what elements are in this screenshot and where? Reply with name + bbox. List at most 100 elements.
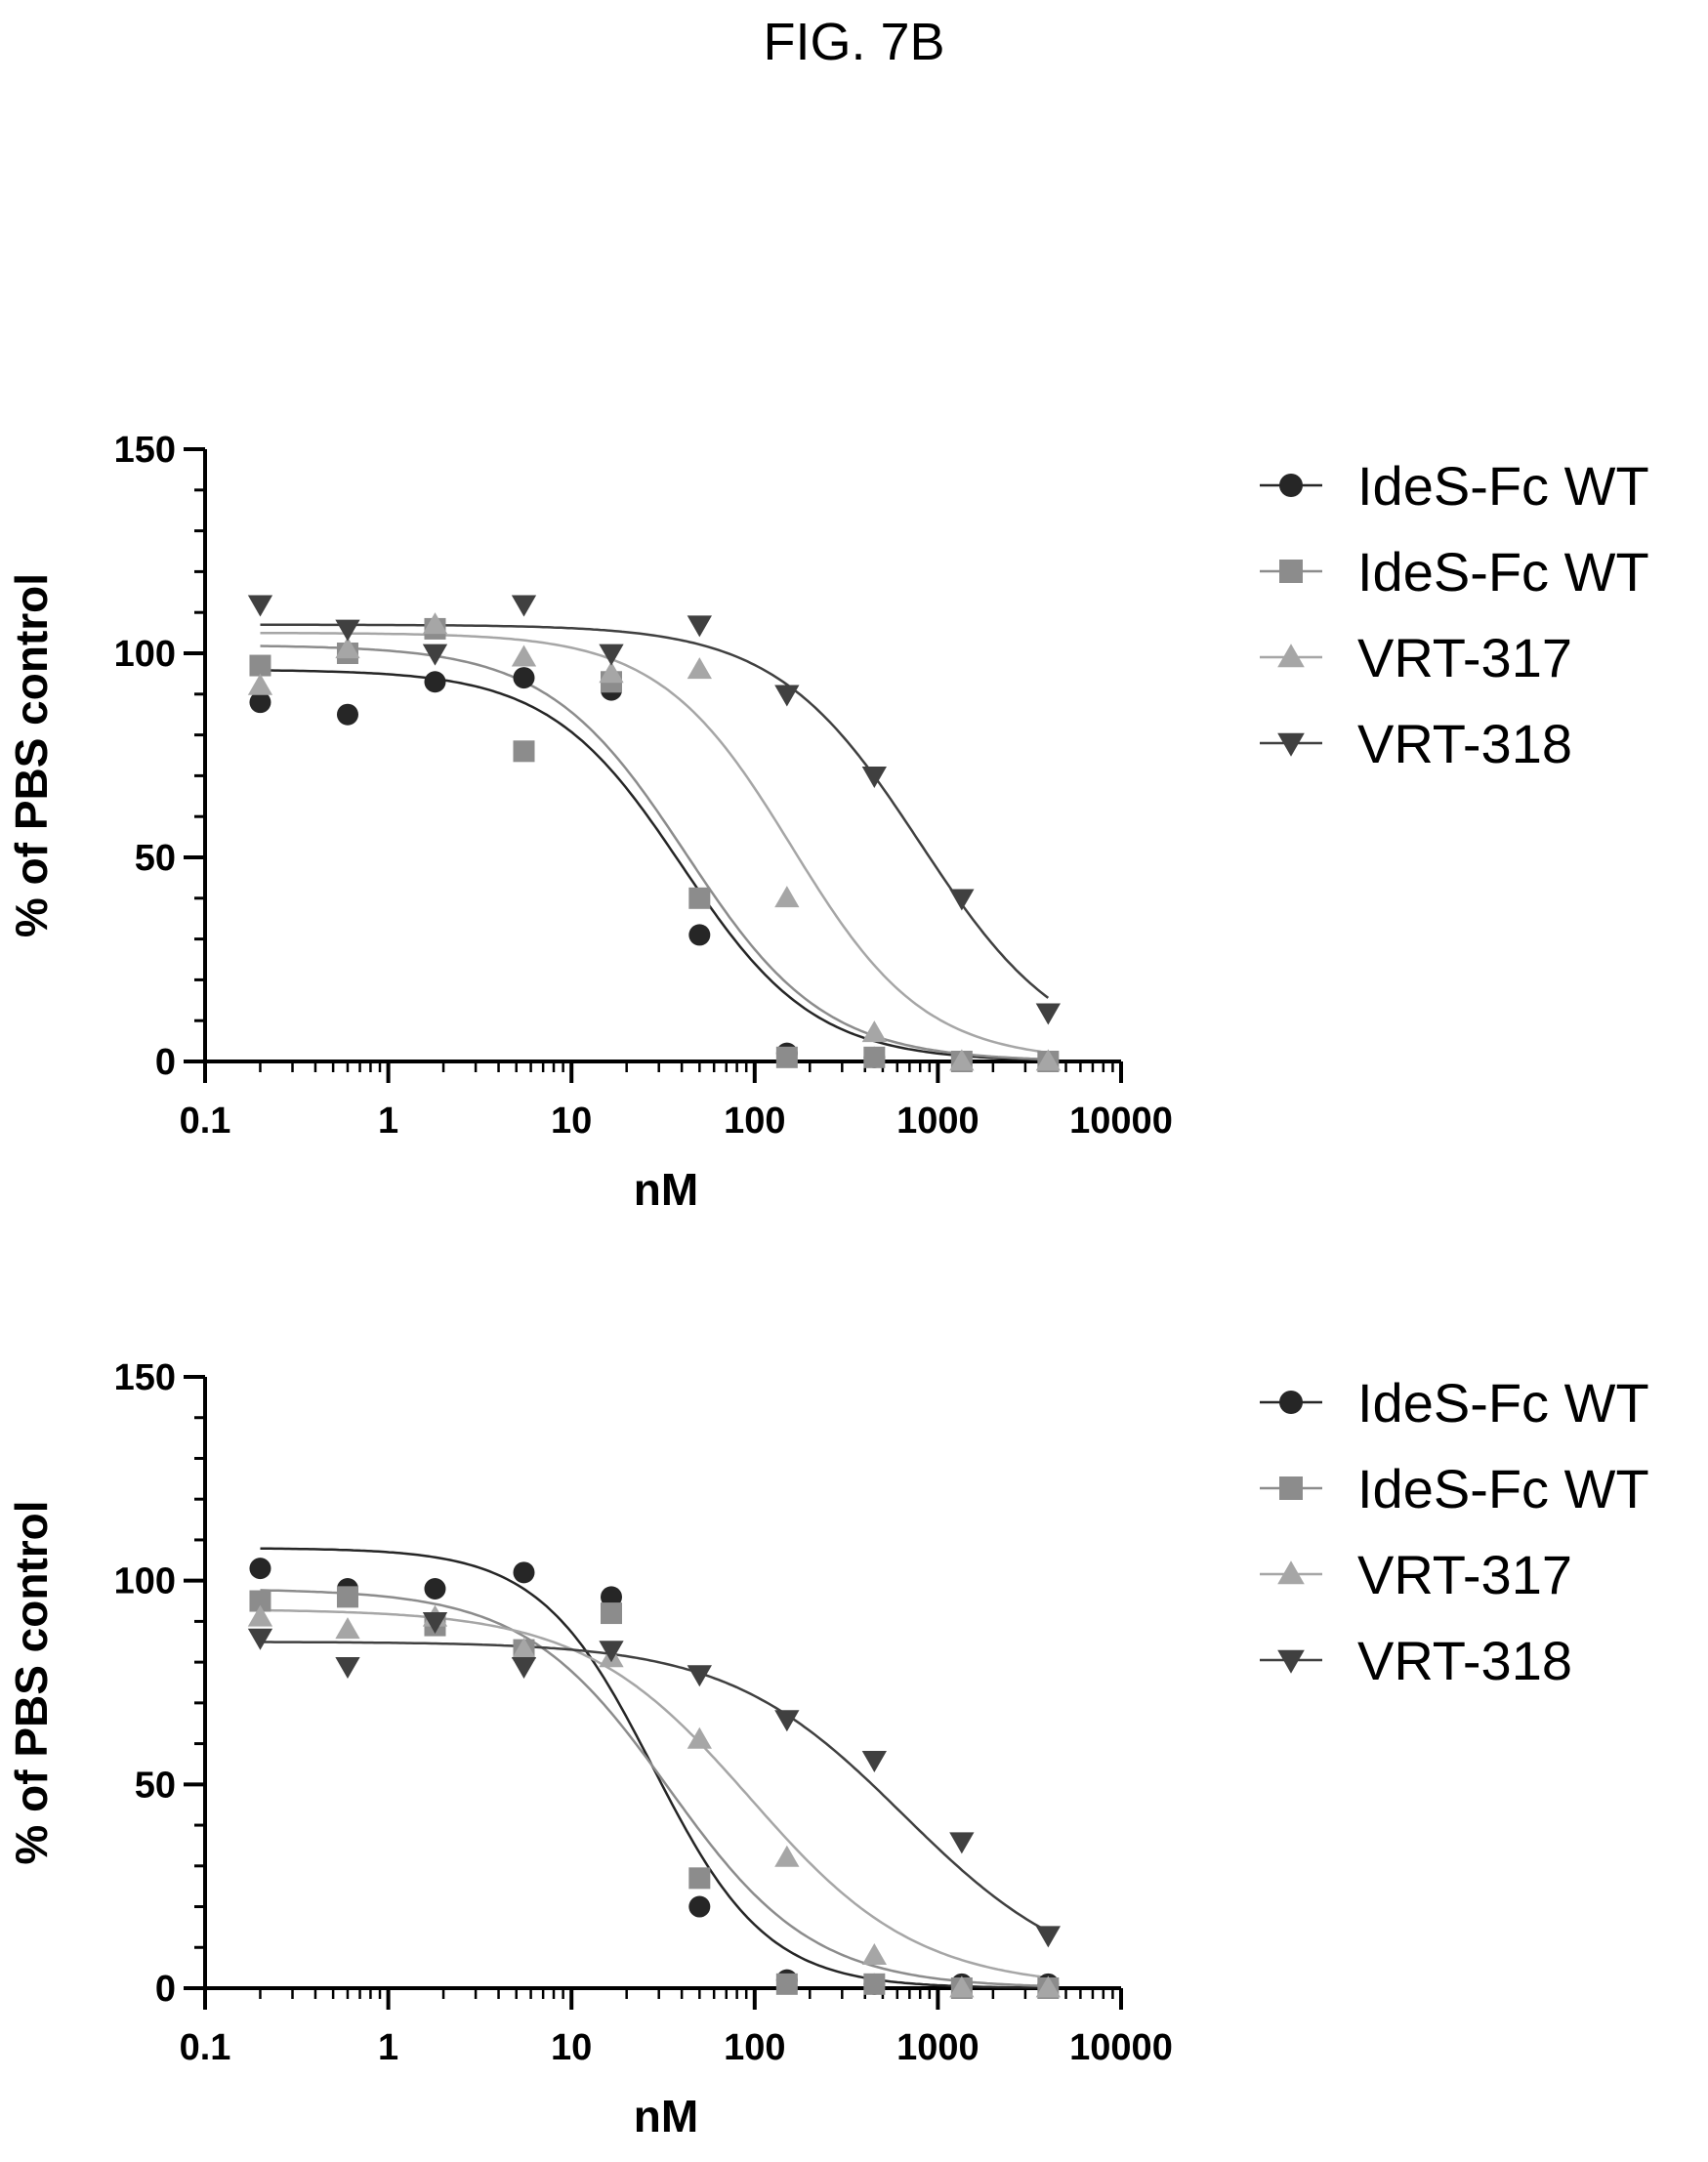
data-point [513,740,535,763]
data-point [861,1020,887,1043]
data-point [687,615,712,638]
data-point [247,673,273,695]
y-tick-label: 0 [155,1042,176,1083]
data-point [688,887,711,909]
x-tick-label: 10 [551,1101,592,1142]
data-point [687,1726,712,1749]
data-point [249,654,271,677]
data-point [861,767,887,789]
fit-curve-series-3 [260,1608,1049,1979]
x-axis-label: nM [634,1164,698,1215]
data-point [422,612,448,635]
fit-curve-series-3 [260,631,1049,1055]
data-point [249,691,271,714]
data-point [601,1602,622,1625]
data-point [949,1832,975,1854]
legend-item: IdeS-Fc WT [1260,541,1649,603]
data-point [1035,1975,1061,1998]
fit-curve-series-2 [260,644,1049,1061]
x-tick-label: 0.1 [180,2027,231,2068]
data-point [774,886,800,908]
legend-label: VRT-318 [1357,713,1572,774]
x-tick-label: 100 [724,2027,785,2068]
data-point [247,1604,273,1627]
data-point [599,644,624,666]
series-2-points [249,617,1060,1072]
data-point [949,1049,975,1071]
legend-label: VRT-317 [1357,627,1572,688]
dose-response-chart-top: 0 50 100 150 0.1 1 10 100 1000 10000 nM % of PBS co… [6,430,1649,1215]
data-point [336,1586,358,1608]
fit-curve-series-1 [260,669,1049,1061]
x-tick-label: 0.1 [180,1101,231,1142]
data-point [688,1867,711,1890]
data-point [336,703,358,726]
data-point [1035,1926,1061,1948]
data-point [335,1617,360,1640]
data-point [335,637,360,659]
data-point [511,644,537,667]
data-point [861,1750,887,1772]
data-point [249,1558,271,1580]
legend-marker [1279,1476,1303,1500]
legend-label: IdeS-Fc WT [1357,1458,1649,1519]
data-point [422,644,448,666]
x-tick-label: 1 [378,1101,398,1142]
series-2-points [249,1586,1060,1999]
legend-item: VRT-318 [1260,713,1572,774]
data-point [863,1973,886,1995]
legend-label: VRT-317 [1357,1544,1572,1605]
data-point [599,661,624,684]
legend-item: VRT-317 [1260,1544,1572,1605]
legend-label: IdeS-Fc WT [1357,541,1649,603]
data-point [949,1975,975,1998]
data-point [774,685,800,707]
y-tick-label: 0 [155,1969,176,2010]
series-4-points [247,1612,1061,1948]
series-4-points [247,595,1061,1025]
series-3-points [247,1604,1061,1998]
y-tick-label: 50 [135,1765,176,1806]
series-3-points [247,612,1061,1071]
legend-item: VRT-318 [1260,1630,1572,1691]
data-point [774,1845,800,1867]
chart-panel-bottom: 0 50 100 150 0.1 1 10 100 1000 10000 nM % of PBS co… [0,1333,1708,2162]
x-axis-label: nM [634,2091,698,2141]
data-point [335,1656,360,1679]
data-point [688,1895,711,1918]
x-tick-label: 10000 [1069,1101,1173,1142]
x-tick-label: 1000 [896,2027,979,2068]
fit-curve-series-2 [260,1589,1049,1988]
x-tick-label: 1 [378,2027,398,2068]
legend-item: IdeS-Fc WT [1260,455,1649,517]
data-point [863,1046,886,1068]
data-point [422,1612,448,1635]
data-point [247,1628,273,1650]
series-1-points [249,1558,1060,1995]
data-point [949,889,975,911]
legend-marker [1277,644,1305,668]
data-point [513,1561,535,1584]
legend-marker [1279,1391,1303,1414]
data-point [335,619,360,642]
legend-marker [1279,560,1303,583]
y-axis-label: % of PBS control [6,573,57,937]
legend-marker [1279,474,1303,497]
data-point [687,1665,712,1687]
data-point [513,667,535,689]
legend-item: VRT-317 [1260,627,1572,688]
data-point [687,657,712,680]
y-tick-label: 150 [114,1357,176,1398]
legend-label: IdeS-Fc WT [1357,1372,1649,1434]
y-tick-label: 100 [114,1561,176,1602]
data-point [688,924,711,946]
chart-panel-top: 0 50 100 150 0.1 1 10 100 1000 10000 nM % of PBS co… [0,410,1708,1250]
data-point [775,1973,798,1995]
y-axis-label: % of PBS control [6,1500,57,1864]
y-tick-label: 100 [114,634,176,675]
legend-item: IdeS-Fc WT [1260,1372,1649,1434]
data-point [424,1578,446,1601]
legend-item: IdeS-Fc WT [1260,1458,1649,1519]
y-tick-label: 50 [135,838,176,879]
data-point [775,1046,798,1068]
